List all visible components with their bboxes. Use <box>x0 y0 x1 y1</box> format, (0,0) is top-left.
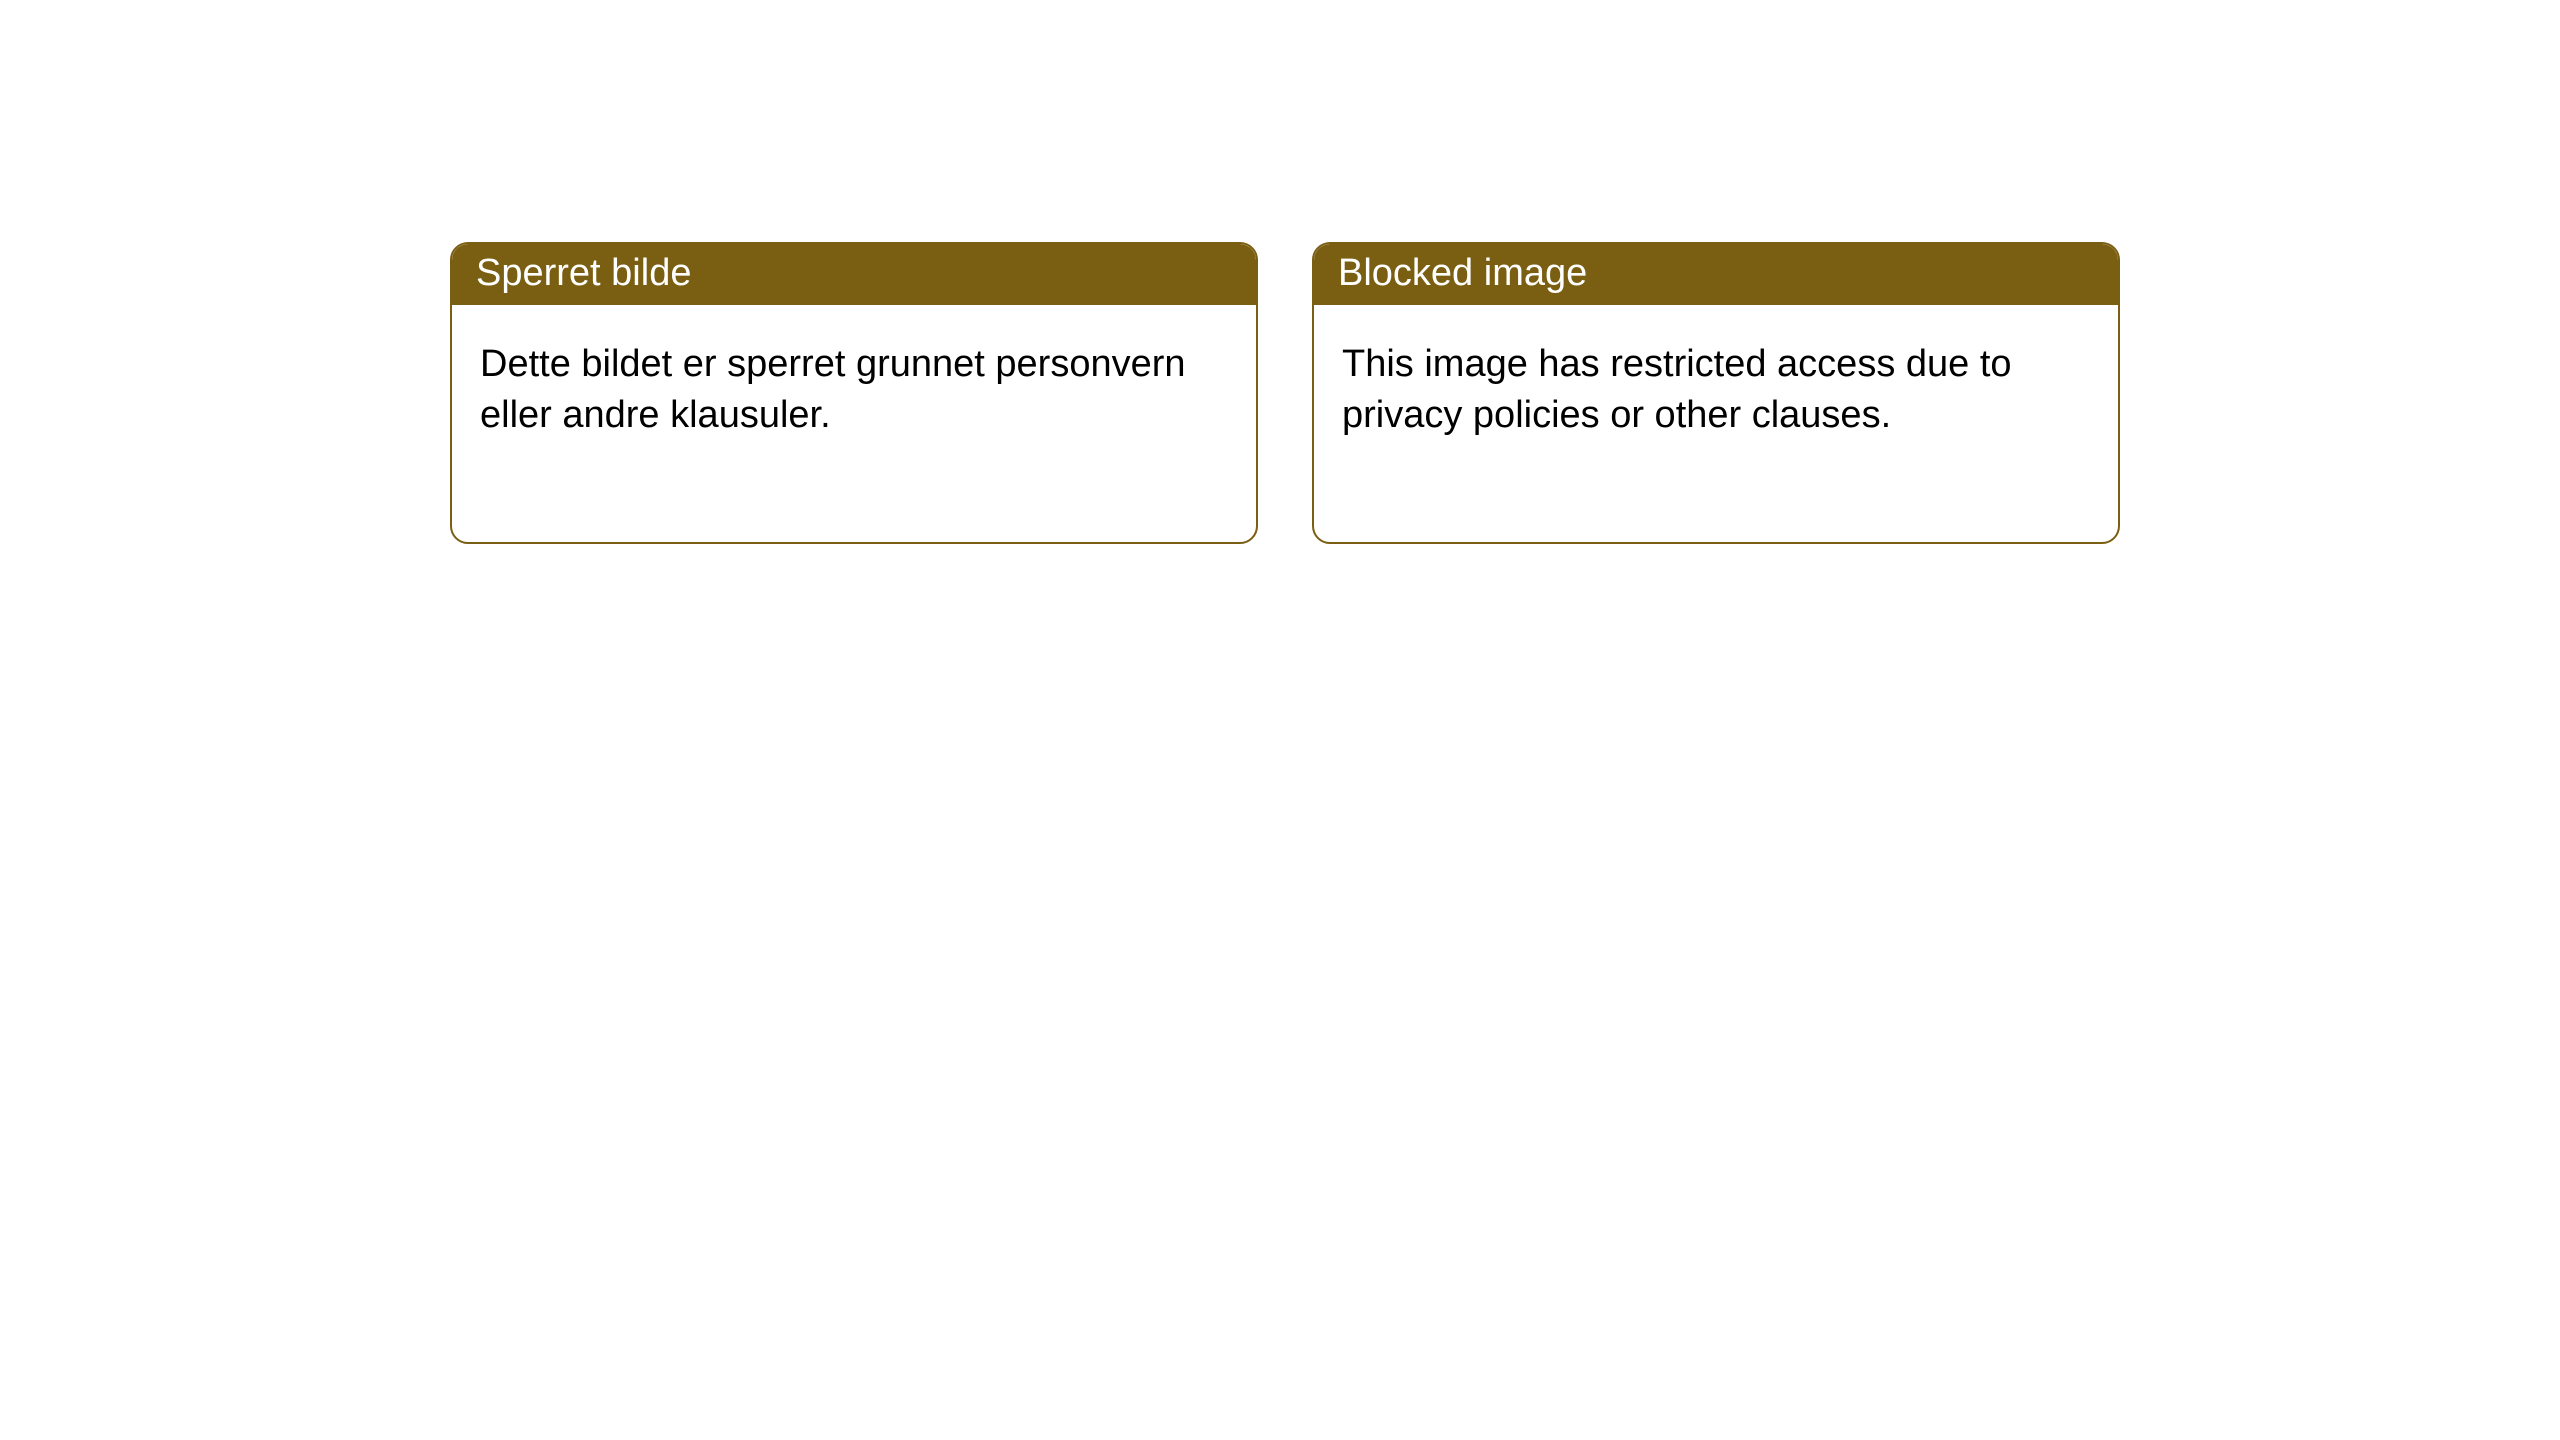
blocked-image-card-en: Blocked image This image has restricted … <box>1312 242 2120 544</box>
card-body-nb: Dette bildet er sperret grunnet personve… <box>452 305 1256 542</box>
card-body-en: This image has restricted access due to … <box>1314 305 2118 542</box>
blocked-image-card-nb: Sperret bilde Dette bildet er sperret gr… <box>450 242 1258 544</box>
card-header-nb: Sperret bilde <box>452 244 1256 305</box>
card-header-en: Blocked image <box>1314 244 2118 305</box>
cards-container: Sperret bilde Dette bildet er sperret gr… <box>450 242 2560 544</box>
